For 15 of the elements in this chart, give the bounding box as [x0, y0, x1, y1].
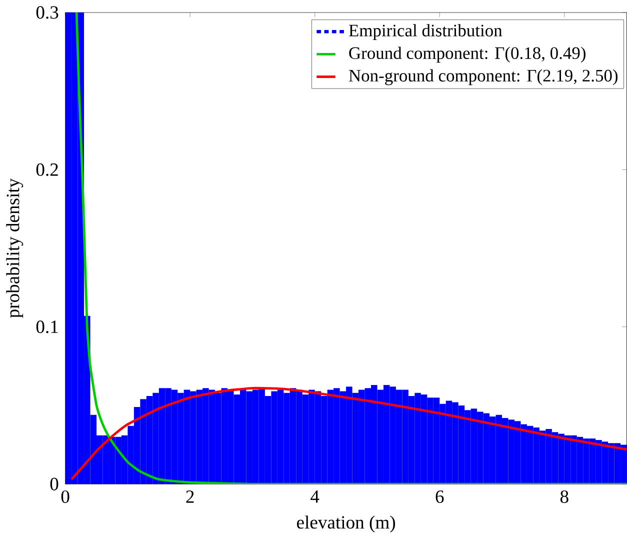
x-tick-label: 0	[61, 490, 70, 504]
x-axis-title: elevation (m)	[297, 516, 396, 533]
legend-label: Ground component: Γ(0.18, 0.49)	[349, 46, 586, 63]
y-tick-label: 0	[50, 478, 58, 490]
x-tick-label: 2	[186, 490, 194, 503]
line-series	[75, 12, 627, 484]
y-axis-title: probability density	[6, 178, 24, 318]
y-tick-label: 0.2	[36, 164, 58, 176]
x-tick-label: 8	[560, 490, 568, 504]
x-tick-label: 6	[436, 490, 444, 504]
y-tick-label: 0.3	[36, 6, 58, 19]
y-tick-label: 0.1	[36, 320, 58, 334]
legend-label: Empirical distribution	[348, 24, 502, 40]
x-tick-label: 4	[310, 490, 320, 503]
legend-label: Non-ground component: Γ(2.19, 2.50)	[348, 69, 618, 86]
